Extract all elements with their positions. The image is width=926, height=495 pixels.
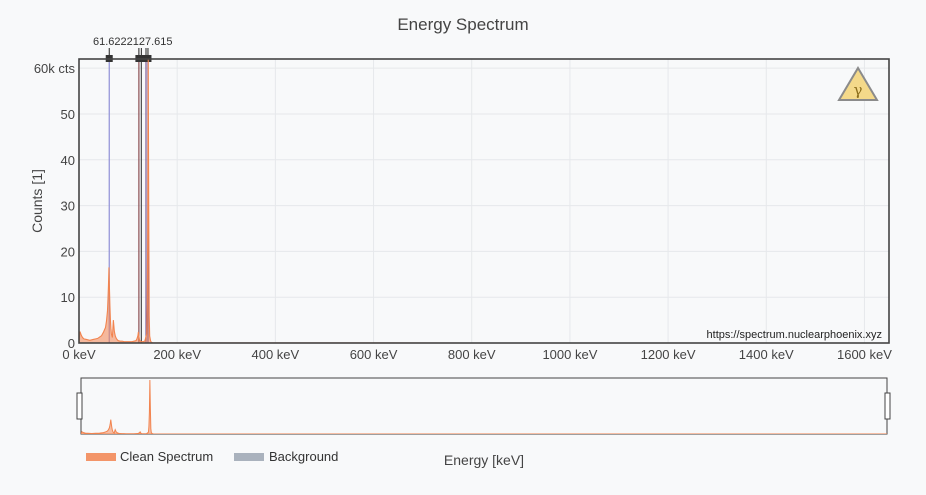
legend-item-background[interactable]: Background — [234, 449, 338, 464]
x-tick-label: 400 keV — [252, 347, 300, 362]
x-tick-label: 1600 keV — [837, 347, 892, 362]
x-tick-label: 0 keV — [62, 347, 96, 362]
y-tick-label: 50 — [61, 107, 75, 122]
series-layer — [79, 59, 889, 343]
y-axis-label: Counts [1] — [29, 169, 45, 233]
y-tick-label: 40 — [61, 153, 75, 168]
range-slider[interactable] — [76, 377, 891, 435]
x-axis-label: Energy [keV] — [444, 452, 524, 468]
x-tick-label: 200 keV — [153, 347, 201, 362]
peak-marker-labels: 61.6222127.615 — [93, 36, 173, 48]
legend-swatch-background — [234, 453, 264, 461]
range-slider-series-path — [81, 379, 887, 434]
x-tick-label: 1200 keV — [641, 347, 696, 362]
y-tick-label: 30 — [61, 199, 75, 214]
radiation-warning-icon: γ — [837, 66, 879, 101]
x-tick-label: 600 keV — [350, 347, 398, 362]
x-axis-ticks: 0 keV 200 keV 400 keV 600 keV 800 keV 1000 ke… — [62, 347, 892, 362]
range-slider-left-handle[interactable] — [76, 392, 83, 420]
y-tick-label: 60k cts — [34, 61, 76, 76]
plot-area[interactable] — [79, 59, 889, 343]
grid — [79, 59, 889, 343]
range-slider-series — [81, 379, 887, 434]
y-axis-ticks: 0 10 20 30 40 50 60k cts — [34, 61, 76, 351]
svg-text:γ: γ — [854, 81, 863, 99]
clean-spectrum-area — [79, 59, 889, 343]
legend-swatch-clean-spectrum — [86, 453, 116, 461]
x-tick-label: 1400 keV — [739, 347, 794, 362]
range-slider-right-handle[interactable] — [884, 392, 891, 420]
x-tick-label: 1000 keV — [542, 347, 597, 362]
legend[interactable]: Clean Spectrum Background — [86, 449, 338, 464]
chart-title: Energy Spectrum — [397, 15, 528, 34]
legend-item-clean-spectrum[interactable]: Clean Spectrum — [86, 449, 213, 464]
x-tick-label: 800 keV — [448, 347, 496, 362]
range-slider-track[interactable] — [80, 377, 888, 435]
y-tick-label: 0 — [68, 336, 75, 351]
watermark-text: https://spectrum.nuclearphoenix.xyz — [707, 329, 882, 341]
legend-label-background: Background — [269, 449, 338, 464]
plot-frame — [78, 58, 890, 344]
legend-label-clean-spectrum: Clean Spectrum — [120, 449, 213, 464]
y-tick-label: 20 — [61, 244, 75, 259]
y-tick-label: 10 — [61, 290, 75, 305]
